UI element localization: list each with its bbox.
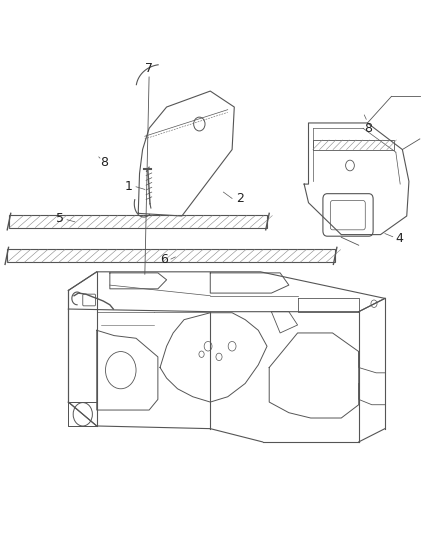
- FancyBboxPatch shape: [83, 294, 95, 306]
- Bar: [7, 249, 335, 262]
- Text: 2: 2: [236, 192, 244, 205]
- Text: 8: 8: [100, 156, 108, 169]
- FancyBboxPatch shape: [330, 200, 365, 230]
- Text: 6: 6: [160, 253, 168, 265]
- Bar: [10, 215, 267, 228]
- Text: 5: 5: [56, 212, 64, 224]
- Text: 7: 7: [145, 62, 153, 75]
- Bar: [313, 140, 394, 150]
- Text: 8: 8: [364, 122, 372, 135]
- Text: 1: 1: [125, 180, 133, 193]
- Text: 4: 4: [395, 232, 403, 245]
- FancyBboxPatch shape: [323, 193, 373, 236]
